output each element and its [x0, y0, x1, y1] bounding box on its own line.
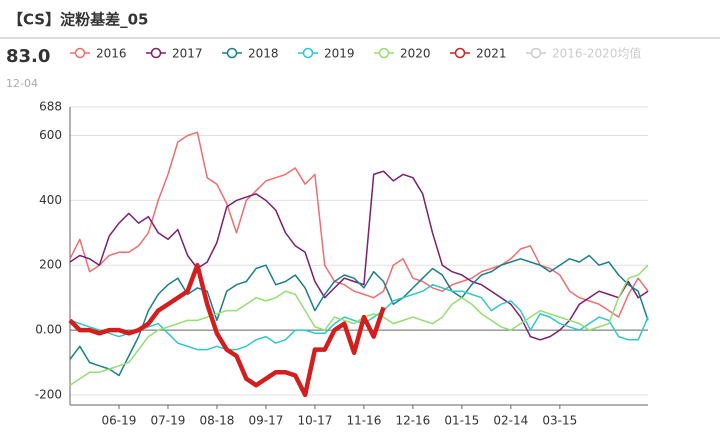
legend-label: 2016 — [96, 47, 127, 61]
legend-swatch — [302, 47, 314, 59]
series-line — [69, 264, 649, 386]
latest-value: 83.0 — [6, 46, 50, 67]
legend-swatch — [74, 47, 86, 59]
legend-label: 2021 — [476, 47, 507, 61]
latest-date: 12-04 — [6, 77, 38, 90]
series-line — [69, 283, 649, 351]
x-tick-label: 11-16 — [346, 414, 381, 428]
x-tick-label: 08-18 — [200, 414, 235, 428]
y-tick-label: 400 — [39, 193, 62, 207]
series-line — [69, 254, 649, 377]
y-tick-label: -200 — [35, 387, 62, 401]
legend-label: 2019 — [324, 47, 355, 61]
x-tick-label: 06-19 — [102, 414, 137, 428]
x-tick-label: 09-17 — [248, 414, 283, 428]
x-tick-label: 12-16 — [395, 414, 430, 428]
x-tick-label: 01-15 — [444, 414, 479, 428]
legend-label: 2016-2020均值 — [552, 46, 641, 61]
legend-swatch — [378, 47, 390, 59]
legend-label: 2020 — [400, 47, 431, 61]
legend-swatch — [454, 47, 466, 59]
chart-title: 【CS】淀粉基差_05 — [8, 11, 148, 29]
y-tick-label: 600 — [39, 128, 62, 142]
series-line — [69, 131, 649, 318]
series-line — [68, 262, 386, 398]
legend-label: 2018 — [248, 47, 279, 61]
x-tick-label: 03-15 — [542, 414, 577, 428]
legend-swatch — [530, 47, 542, 59]
x-tick-label: 02-14 — [493, 414, 528, 428]
x-tick-label: 10-17 — [297, 414, 332, 428]
legend-label: 2017 — [172, 47, 203, 61]
legend-swatch — [150, 47, 162, 59]
legend-swatch — [226, 47, 238, 59]
y-tick-label: 688 — [39, 100, 62, 114]
y-tick-label: 200 — [39, 258, 62, 272]
y-tick-label: 0.00 — [35, 323, 62, 337]
x-tick-label: 07-19 — [151, 414, 186, 428]
